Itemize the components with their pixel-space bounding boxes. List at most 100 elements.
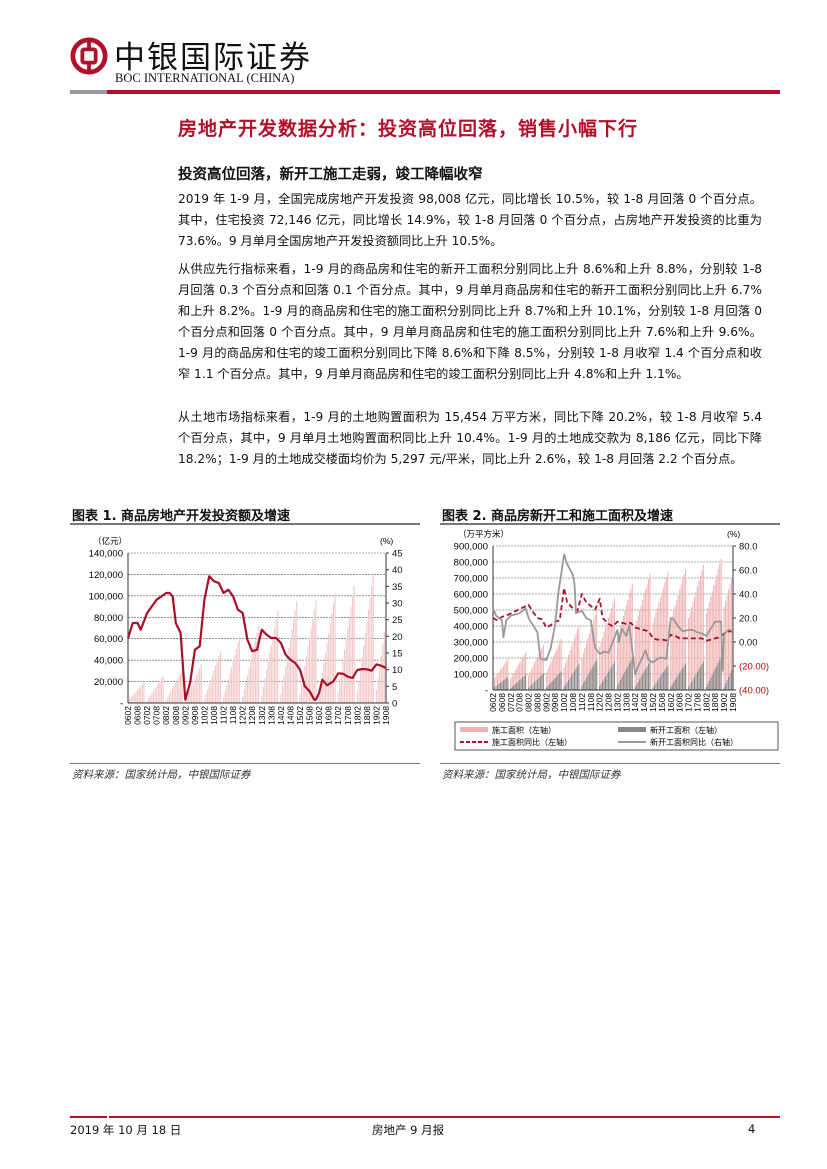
bar xyxy=(569,650,571,690)
footer-rule xyxy=(109,1116,780,1118)
x-axis-tick-label: 1902 xyxy=(719,693,729,712)
left-axis-unit: （万平方米） xyxy=(458,529,509,539)
bar xyxy=(165,699,167,703)
bar xyxy=(634,626,636,690)
bar xyxy=(682,667,684,690)
bar xyxy=(533,682,535,690)
bar xyxy=(613,661,615,690)
bar xyxy=(531,669,533,690)
bar xyxy=(677,675,679,690)
bar xyxy=(664,669,666,690)
bar xyxy=(701,570,703,690)
bar xyxy=(246,675,249,703)
bar xyxy=(499,682,501,690)
bar xyxy=(599,646,601,690)
bar xyxy=(707,683,709,690)
bar xyxy=(281,685,284,703)
bar xyxy=(646,584,648,690)
bar xyxy=(205,693,207,703)
bar xyxy=(658,602,660,690)
legend-box xyxy=(454,721,779,751)
bar xyxy=(648,579,650,690)
bar xyxy=(334,593,336,703)
bar xyxy=(550,682,552,690)
bar xyxy=(519,680,521,690)
bar xyxy=(522,657,524,690)
bar xyxy=(528,687,530,690)
bar xyxy=(622,615,624,690)
left-axis-tick-label: 80,000 xyxy=(94,613,123,624)
bar xyxy=(270,644,272,703)
bar xyxy=(611,608,613,690)
bar xyxy=(551,658,553,690)
bar xyxy=(696,671,698,690)
bar xyxy=(575,633,577,690)
bar xyxy=(731,670,733,690)
x-axis-tick-label: 1002 xyxy=(559,693,569,712)
bar xyxy=(708,680,710,690)
bar xyxy=(133,693,135,703)
bar xyxy=(560,671,562,690)
bar xyxy=(594,613,596,690)
bar xyxy=(224,691,226,703)
bar xyxy=(566,682,568,690)
bar xyxy=(627,599,629,690)
bar xyxy=(625,668,627,690)
bar xyxy=(618,631,620,690)
bar xyxy=(203,698,206,703)
bar xyxy=(152,690,155,703)
bar xyxy=(148,697,150,703)
bar xyxy=(539,676,541,690)
bar xyxy=(514,684,516,690)
boc-logo-icon xyxy=(70,37,108,75)
bar xyxy=(637,615,639,690)
legend-label: 施工面积同比（左轴） xyxy=(492,737,572,747)
bar xyxy=(645,589,647,690)
bar xyxy=(496,685,498,690)
legend-label: 新开工面积（左轴） xyxy=(650,725,722,735)
bar xyxy=(665,577,667,690)
bar xyxy=(565,663,567,690)
bar xyxy=(157,683,159,703)
bar xyxy=(332,603,335,703)
right-axis-tick-label: 20.0 xyxy=(739,614,758,625)
x-axis-tick-label: 1308 xyxy=(621,693,631,712)
x-axis-tick-label: 0602 xyxy=(123,706,133,725)
bar xyxy=(643,671,645,690)
bar xyxy=(599,686,601,690)
bar xyxy=(557,645,559,690)
bar xyxy=(366,621,368,703)
bar xyxy=(677,594,679,690)
right-axis-tick-label: 10 xyxy=(392,665,403,676)
bar xyxy=(197,671,199,703)
bar xyxy=(372,574,374,703)
right-axis-tick-label: 40.0 xyxy=(739,590,758,601)
header-divider-gray xyxy=(70,90,107,94)
bar xyxy=(656,607,658,690)
bar xyxy=(545,687,547,690)
bar xyxy=(612,664,614,690)
bar xyxy=(377,678,379,703)
x-axis-tick-label: 1002 xyxy=(199,706,209,725)
bar xyxy=(695,591,697,690)
bar xyxy=(173,685,175,703)
x-axis-tick-label: 1702 xyxy=(333,706,343,725)
bar xyxy=(693,596,695,690)
bar xyxy=(146,700,148,703)
bar xyxy=(273,627,276,703)
x-axis-tick-label: 1908 xyxy=(381,706,391,725)
right-axis-tick-label: 20 xyxy=(392,632,403,643)
bar xyxy=(576,629,578,690)
chart1-source-rule xyxy=(70,763,420,764)
bar xyxy=(590,628,592,690)
x-axis-tick-label: 0808 xyxy=(171,706,181,725)
bar xyxy=(502,665,504,690)
bar xyxy=(723,686,725,690)
bar xyxy=(685,568,687,690)
bar xyxy=(519,662,521,690)
chart1-title: 图表 1. 商品房地产开发投资额及增速 xyxy=(72,509,291,524)
bar xyxy=(272,636,274,703)
bar xyxy=(588,633,590,690)
x-axis-tick-label: 0802 xyxy=(161,706,171,725)
bar xyxy=(661,592,663,690)
